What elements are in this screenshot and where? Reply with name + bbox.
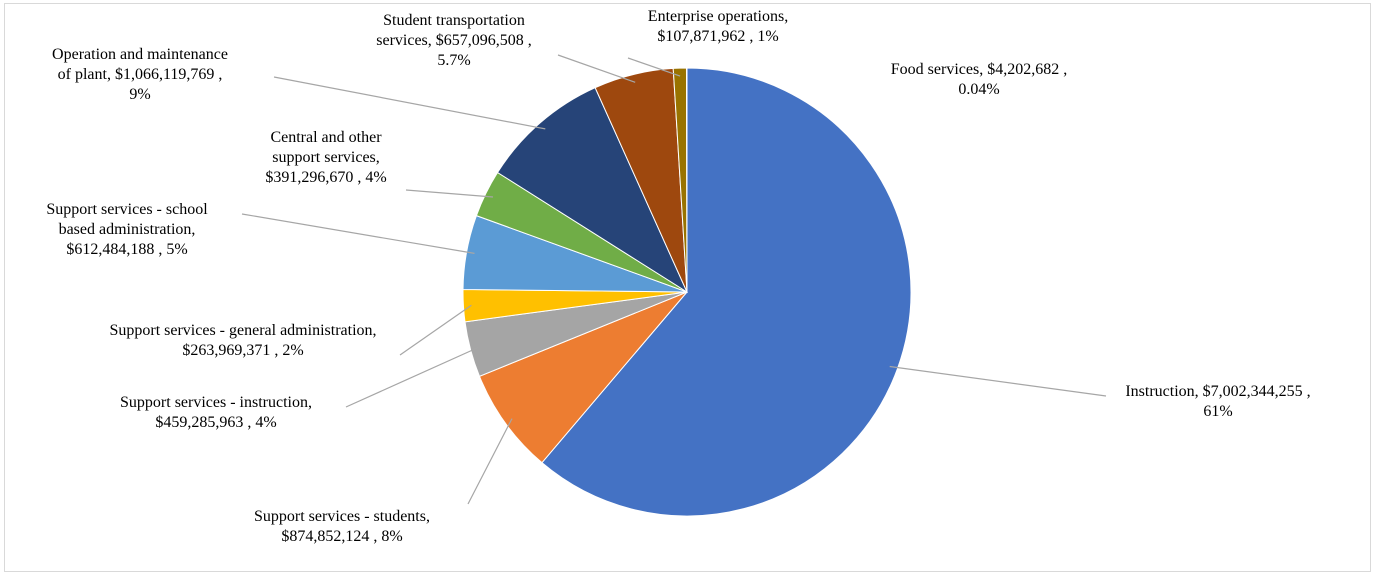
leader-line — [627, 57, 681, 77]
leader-line — [557, 54, 636, 83]
data-label-line: 61% — [1203, 403, 1232, 420]
data-label-line: $612,484,188 , 5% — [66, 241, 187, 258]
data-label-line: $874,852,124 , 8% — [281, 528, 402, 545]
data-label-student-transportation-services: Student transportation services, $657,096… — [376, 12, 532, 69]
slices-layer — [462, 67, 912, 517]
leader-line — [467, 418, 513, 505]
data-label-line: $391,296,670 , 4% — [265, 169, 386, 186]
data-label-line: Enterprise operations, — [648, 8, 788, 25]
data-label-line: Student transportation — [383, 12, 525, 29]
pie-slice-food-services — [685, 67, 688, 293]
data-label-line: Support services - students, — [254, 508, 430, 525]
data-label-line: 5.7% — [437, 52, 470, 69]
data-label-central-and-other-support-services: Central and other support services, $391,2… — [265, 129, 386, 186]
data-label-line: Instruction, $7,002,344,255 , — [1125, 383, 1310, 400]
data-label-line: $107,871,962 , 1% — [657, 28, 778, 45]
data-label-support-services-students: Support services - students, $874,852,124… — [254, 508, 430, 545]
leader-line — [345, 346, 479, 408]
leader-line — [273, 76, 546, 130]
data-label-line: of plant, $1,066,119,769 , — [58, 66, 223, 83]
data-label-operation-and-maintenance-of-plant: Operation and maintenance of plant, $1,06… — [52, 46, 228, 103]
data-label-line: support services, — [272, 149, 380, 166]
pie-slice-instruction — [541, 67, 912, 517]
data-label-line: Support services - instruction, — [120, 394, 312, 411]
data-label-line: 9% — [129, 86, 150, 103]
data-label-line: Support services - general administratio… — [109, 322, 376, 339]
leader-line — [399, 304, 472, 356]
leader-line — [889, 365, 1107, 397]
data-label-line: Operation and maintenance — [52, 46, 228, 63]
leader-line — [241, 213, 475, 254]
data-label-line: 0.04% — [958, 81, 999, 98]
data-label-instruction: Instruction, $7,002,344,255 , 61% — [1125, 383, 1310, 420]
data-label-line: Central and other — [270, 129, 382, 146]
data-label-enterprise-operations: Enterprise operations, $107,871,962 , 1% — [648, 8, 788, 45]
data-label-line: services, $657,096,508 , — [376, 32, 532, 49]
data-label-line: Food services, $4,202,682 , — [891, 61, 1067, 78]
pie-slice-operation-and-maintenance-of-plant — [496, 87, 689, 294]
leader-line — [405, 189, 494, 198]
data-label-line: based administration, — [59, 221, 196, 238]
labels-layer: Instruction, $7,002,344,255 , 61% Support … — [46, 8, 1310, 545]
pie-slice-support-services-students — [478, 291, 688, 464]
data-label-line: $459,285,963 , 4% — [155, 414, 276, 431]
data-label-line: $263,969,371 , 2% — [182, 342, 303, 359]
data-label-food-services: Food services, $4,202,682 , 0.04% — [891, 61, 1067, 98]
data-label-line: Support services - school — [46, 201, 208, 218]
data-label-support-services-general-administration: Support services - general administratio… — [109, 322, 376, 359]
data-label-support-services-instruction: Support services - instruction, $459,285,… — [120, 394, 312, 431]
leader-lines-layer — [241, 54, 1107, 505]
data-label-support-services-school-based-administration: Support services - school based administr… — [46, 201, 208, 258]
